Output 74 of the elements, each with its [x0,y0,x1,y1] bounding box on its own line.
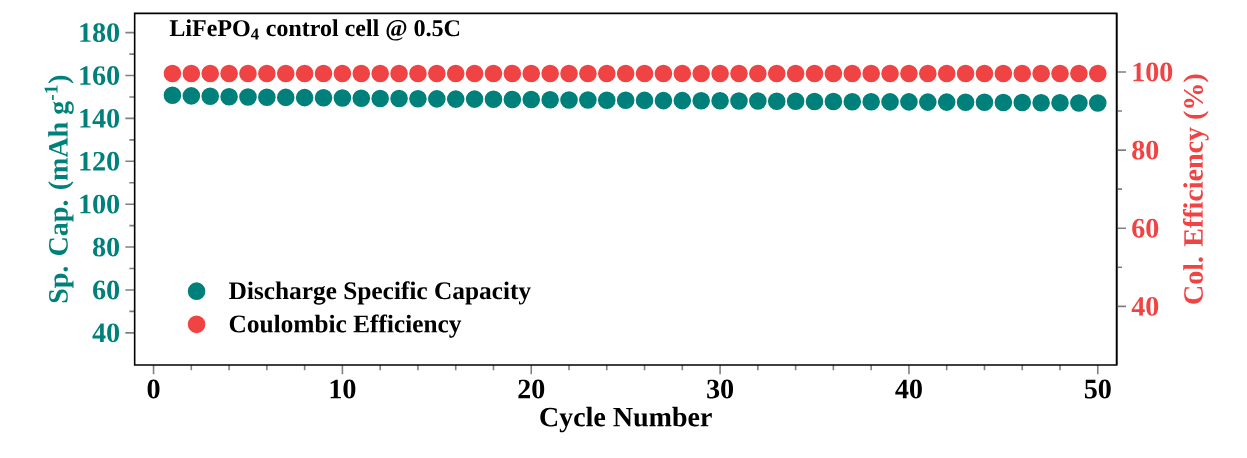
point [579,91,597,109]
point [805,92,824,111]
point [409,89,427,108]
point [522,90,541,109]
y-tick-label: 140 [80,108,120,128]
point [1088,94,1107,112]
y-tick-label: 180 [80,23,120,43]
point [749,92,767,110]
chart-title: LiFePO$_{4}$ control cell @ 0.5C [169,19,460,41]
point [654,91,673,110]
point [843,92,862,111]
point [1051,93,1069,112]
point [937,93,956,111]
x-tick-label: 20 [518,379,545,399]
point [900,93,918,111]
y2-tick-label: 60 [1132,218,1159,238]
point [484,90,503,109]
point [182,87,201,105]
point [428,90,446,108]
point [994,93,1013,112]
y-tick-label: 80 [93,237,120,257]
y2-axis-title: Col. Efficiency (%) [1182,74,1209,304]
point [163,86,182,105]
y-tick-label: 160 [80,66,120,85]
x-tick-label: 40 [895,379,922,399]
point [201,87,220,106]
y-axis-title: Sp. Cap. (mAh g$^{-1}$) [44,75,74,303]
point [333,89,352,107]
point [956,93,975,112]
point [1070,94,1088,112]
point [295,88,314,107]
y-tick-label: 120 [80,151,120,171]
point [919,93,937,111]
point [258,88,276,106]
x-tick-label: 30 [707,379,734,399]
point [862,92,880,111]
point [881,93,899,111]
point [220,87,238,106]
point [239,88,257,106]
y-tick-label: 60 [93,280,120,300]
point [390,89,408,108]
point [597,91,616,109]
point [692,92,710,110]
legend-label: Discharge Specific Capacity [229,281,531,305]
point [446,90,465,108]
legend-label: Coulombic Efficiency [229,314,462,338]
x-axis-title: Cycle Number [540,406,712,433]
point [824,92,843,111]
point [635,91,654,110]
x-tick-label: 10 [330,379,356,399]
point [786,92,805,111]
point [465,90,484,108]
y2-tick-label: 80 [1132,140,1159,160]
point [616,91,635,109]
point [673,91,692,110]
x-tick-label: 0 [147,379,160,399]
point [1013,93,1032,112]
y2-tick-label: 40 [1131,296,1159,316]
x-tick-label: 50 [1084,379,1111,399]
point [767,92,786,111]
point [730,92,748,110]
y-tick-label: 40 [92,323,120,343]
point [711,92,729,110]
point [503,90,522,109]
y2-tick-label: 100 [1133,62,1173,82]
point [371,89,389,108]
point [541,90,559,109]
point [560,91,578,109]
point [1032,93,1050,112]
y-tick-label: 100 [80,194,120,214]
point [314,89,333,107]
point [352,89,371,108]
point [975,93,994,112]
point [276,88,295,107]
